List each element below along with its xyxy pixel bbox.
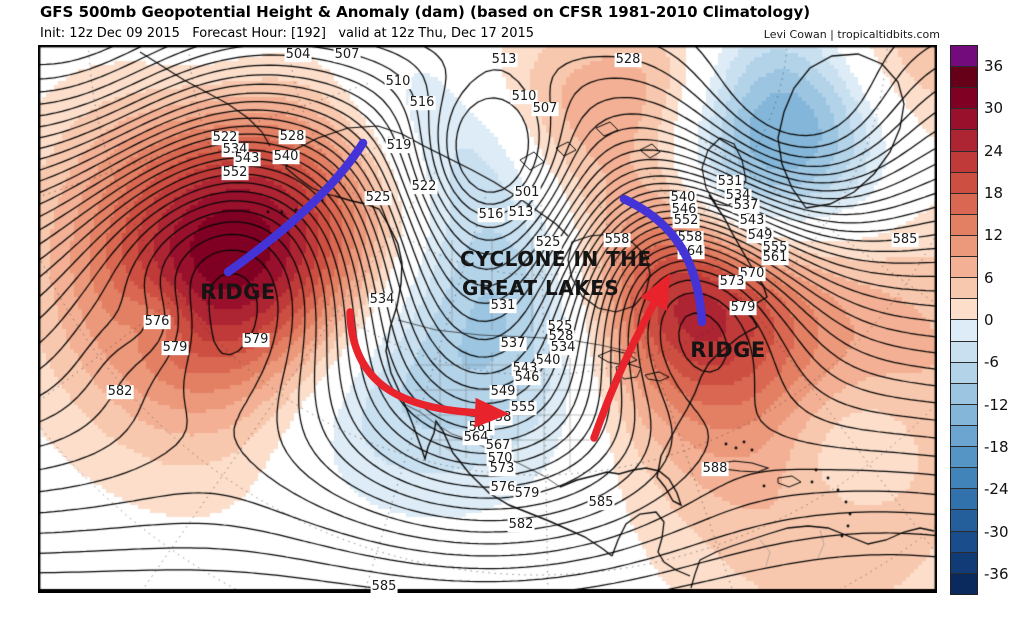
colorbar-block [951,67,977,89]
colorbar-tick-label: 12 [984,226,1004,245]
colorbar-block [951,320,977,342]
colorbar-tick-label: -24 [984,480,1009,499]
colorbar-block [951,299,977,321]
height-anomaly-map-canvas [38,45,937,593]
colorbar-block [951,489,977,511]
colorbar-tick-label: 6 [984,268,994,287]
init-forecast-valid-line: Init: 12z Dec 09 2015 Forecast Hour: [19… [40,26,535,41]
chart-title: GFS 500mb Geopotential Height & Anomaly … [40,3,811,21]
colorbar-block [951,468,977,490]
colorbar-block [951,214,977,236]
colorbar-tick-label: -18 [984,437,1009,456]
colorbar-block [951,88,977,110]
colorbar-tick-label: -30 [984,522,1009,541]
colorbar-tick-label: -6 [984,353,999,372]
colorbar-tick-label: -12 [984,395,1009,414]
colorbar-block [951,151,977,173]
colorbar-block [951,573,977,594]
colorbar-tick-label: 30 [984,99,1004,118]
colorbar-block [951,362,977,384]
colorbar-block [951,278,977,300]
colorbar-tick-label: 36 [984,57,1004,76]
colorbar-block [951,510,977,532]
colorbar-block [951,552,977,574]
anomaly-colorbar [950,45,978,595]
colorbar-block [951,531,977,553]
colorbar-tick-label: 0 [984,311,994,329]
colorbar-block [951,257,977,279]
colorbar-block [951,172,977,194]
map-area [38,45,937,593]
colorbar-tick-label: 18 [984,184,1004,203]
colorbar-block [951,425,977,448]
colorbar-tick-label: -36 [984,564,1009,583]
colorbar-block [951,46,977,68]
colorbar-block [951,235,977,258]
colorbar-block [951,193,977,215]
colorbar-block [951,130,977,152]
colorbar-block [951,447,977,469]
colorbar-tick-label: 24 [984,141,1004,160]
colorbar-block [951,404,977,426]
colorbar-block [951,109,977,131]
colorbar-block [951,383,977,405]
credit-link[interactable]: Levi Cowan | tropicaltidbits.com [763,28,940,41]
colorbar-block [951,341,977,363]
